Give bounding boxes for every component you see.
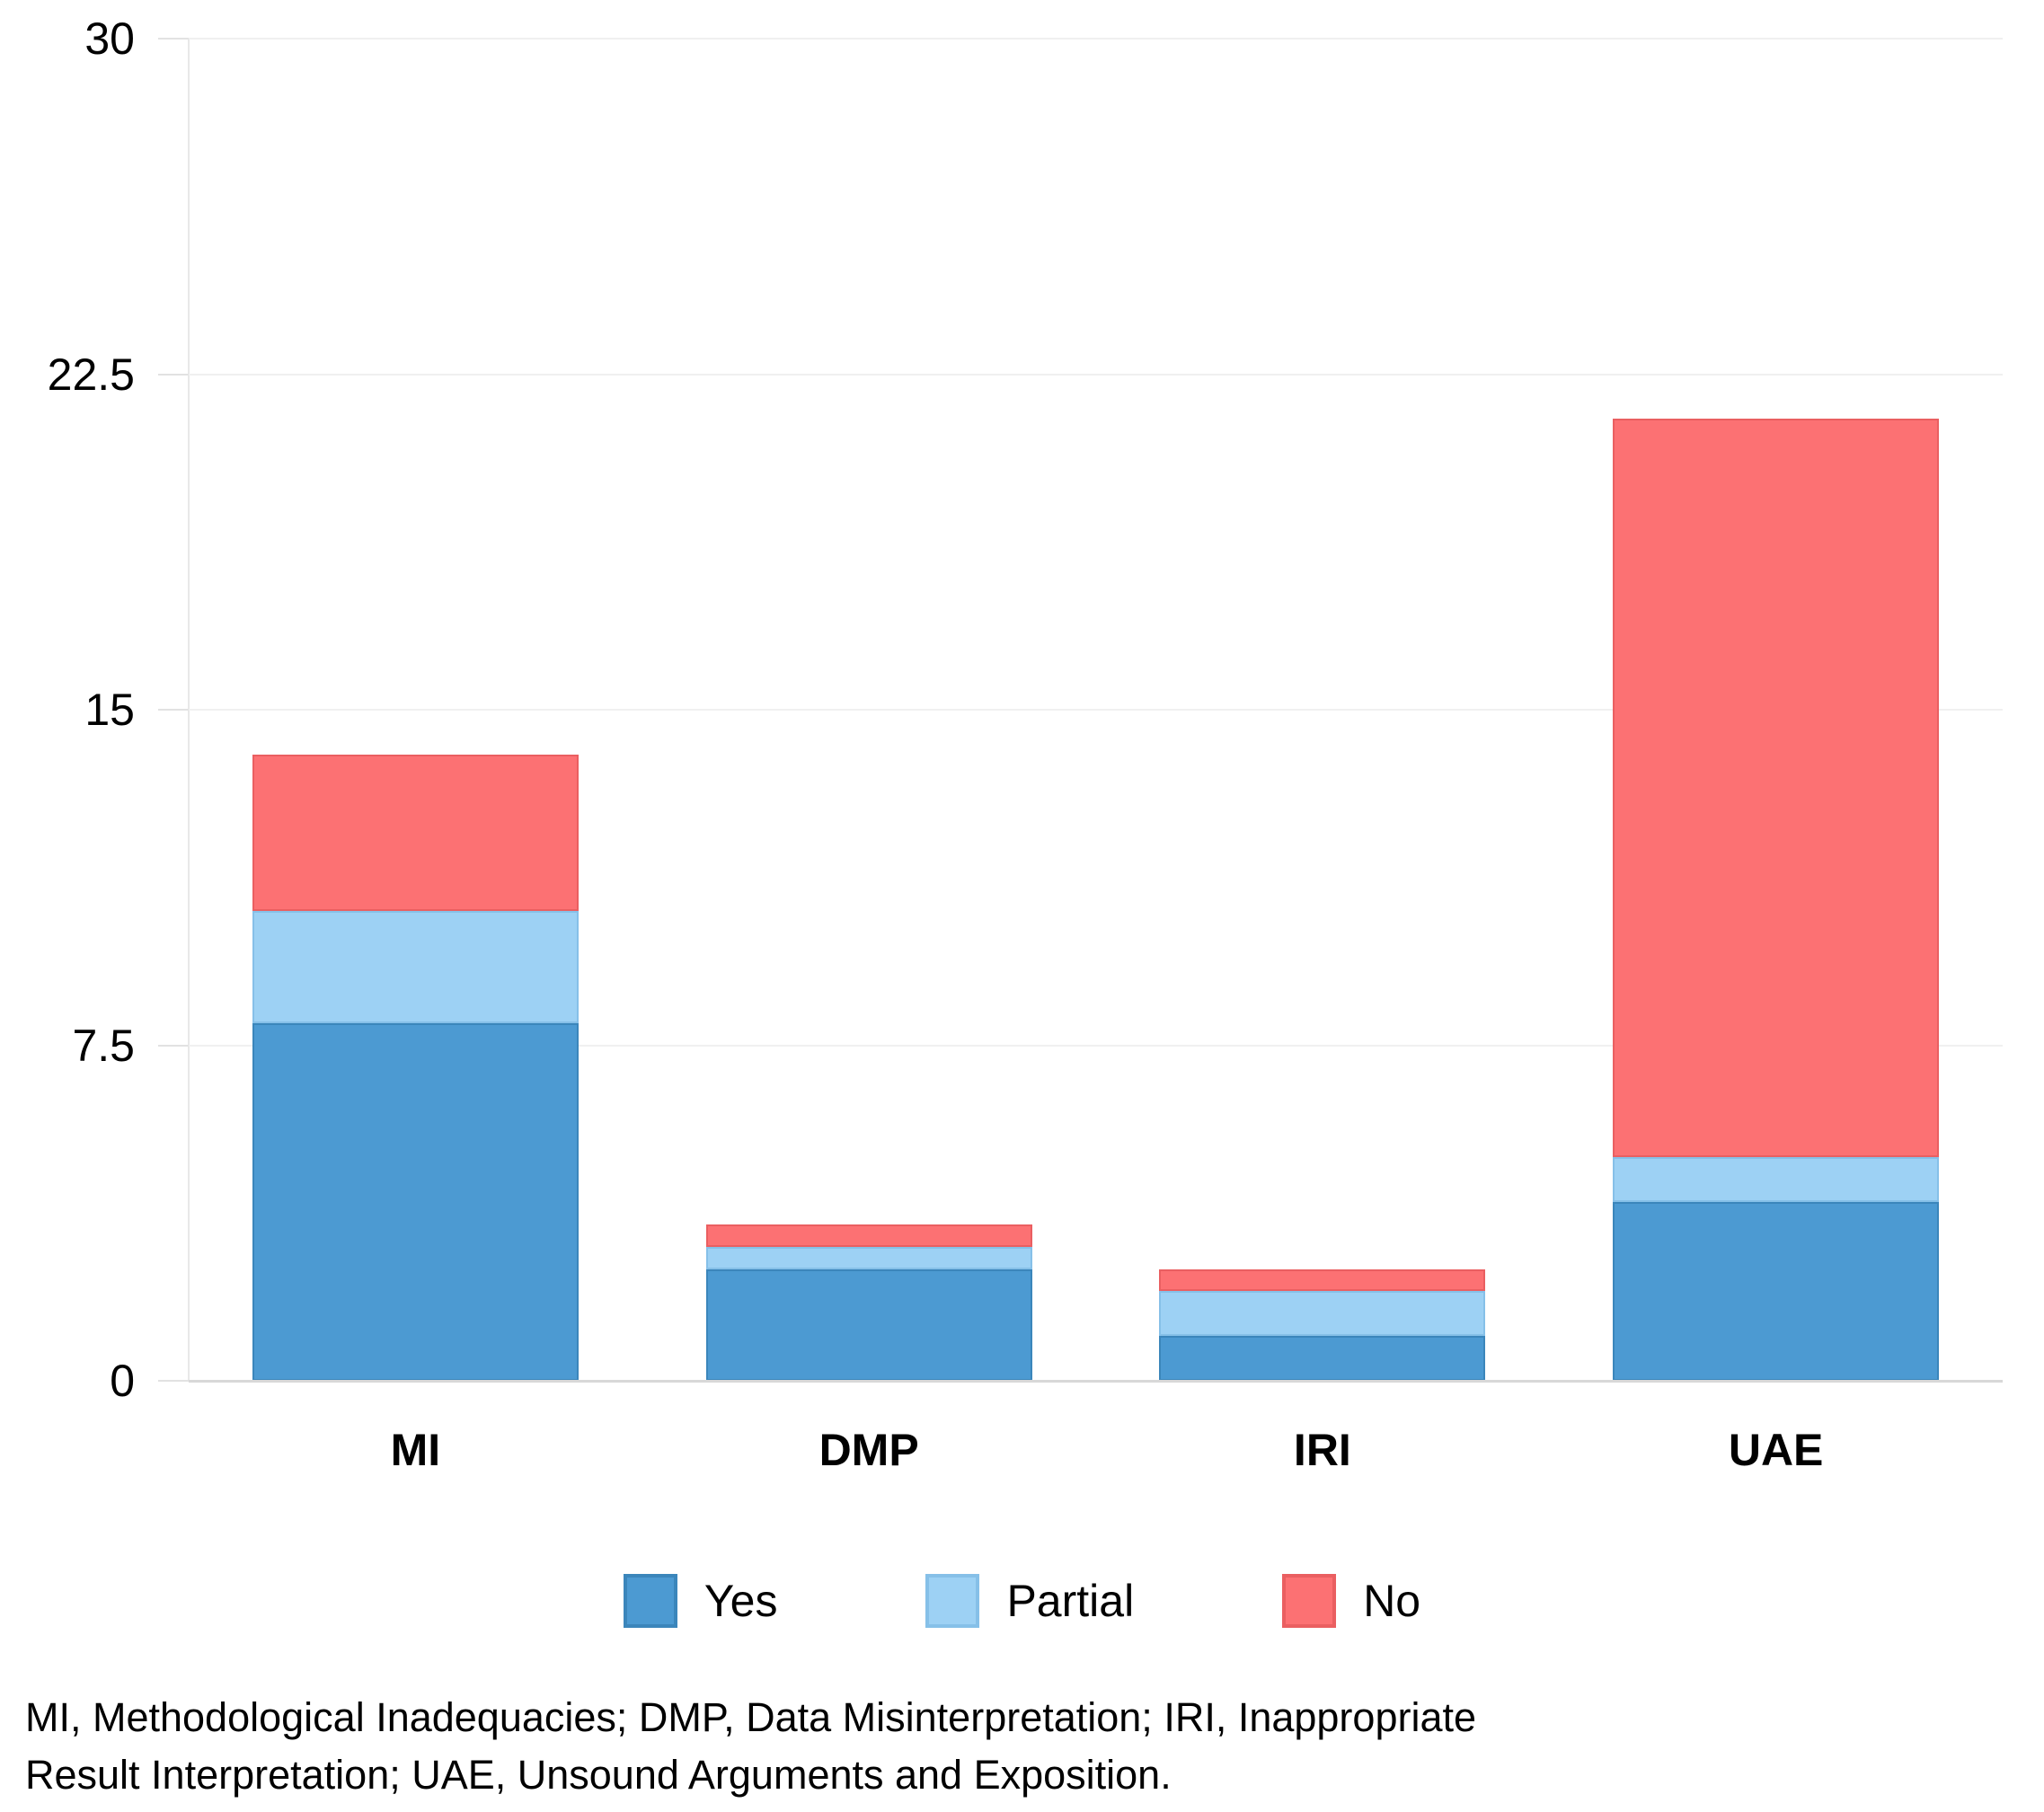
- y-axis-tick: [158, 1380, 189, 1382]
- legend-label-yes: Yes: [703, 1576, 778, 1626]
- bar-segment-partial-iri: [1159, 1291, 1485, 1337]
- y-axis-tick-label: 7.5: [72, 1020, 135, 1071]
- y-axis-tick: [158, 709, 189, 711]
- legend-label-partial: Partial: [1006, 1576, 1135, 1626]
- bar-segment-yes-uae: [1613, 1201, 1939, 1381]
- bar-segment-partial-dmp: [706, 1246, 1032, 1269]
- bar-segment-yes-iri: [1159, 1336, 1485, 1381]
- caption: MI, Methodological Inadequacies; DMP, Da…: [25, 1689, 2002, 1804]
- legend-label-no: No: [1363, 1576, 1421, 1626]
- bar-segment-partial-uae: [1613, 1157, 1939, 1202]
- legend: Yes Partial No: [0, 1574, 2044, 1628]
- gridline: [189, 373, 2003, 376]
- bar-group-dmp: [706, 39, 1032, 1381]
- legend-item-yes: Yes: [623, 1574, 778, 1628]
- legend-item-partial: Partial: [925, 1574, 1134, 1628]
- bar-segment-yes-dmp: [706, 1268, 1032, 1381]
- bar-group-uae: [1613, 39, 1939, 1381]
- caption-line-2: Result Interpretation; UAE, Unsound Argu…: [25, 1752, 1172, 1798]
- legend-item-no: No: [1282, 1574, 1420, 1628]
- x-axis-label-mi: MI: [390, 1425, 441, 1475]
- y-axis-tick-label: 15: [84, 685, 135, 735]
- gridline: [189, 38, 2003, 40]
- x-axis-label-dmp: DMP: [818, 1425, 919, 1475]
- y-axis-tick: [158, 373, 189, 376]
- x-axis-baseline: [189, 1380, 2003, 1383]
- bar-group-iri: [1159, 39, 1485, 1381]
- gridline: [189, 709, 2003, 711]
- bar-segment-no-iri: [1159, 1268, 1485, 1292]
- plot-area: [158, 38, 2003, 1383]
- bar-group-mi: [252, 39, 579, 1381]
- y-axis-tick-label: 22.5: [47, 349, 135, 400]
- y-axis-tick-label: 30: [84, 13, 135, 64]
- y-axis-tick: [158, 38, 189, 40]
- bar-segment-yes-mi: [252, 1022, 579, 1381]
- y-axis-tick: [158, 1044, 189, 1047]
- gridline: [189, 1044, 2003, 1047]
- y-axis-tick-label: 0: [110, 1356, 135, 1406]
- caption-line-1: MI, Methodological Inadequacies; DMP, Da…: [25, 1694, 1477, 1740]
- legend-swatch-no: [1282, 1574, 1337, 1628]
- legend-swatch-partial: [925, 1574, 980, 1628]
- bar-segment-no-mi: [252, 754, 579, 912]
- bar-segment-partial-mi: [252, 911, 579, 1023]
- x-axis-label-uae: UAE: [1728, 1425, 1824, 1475]
- bar-segment-no-uae: [1613, 419, 1939, 1157]
- x-axis-label-iri: IRI: [1293, 1425, 1351, 1475]
- bar-segment-no-dmp: [706, 1224, 1032, 1247]
- legend-swatch-yes: [623, 1574, 677, 1628]
